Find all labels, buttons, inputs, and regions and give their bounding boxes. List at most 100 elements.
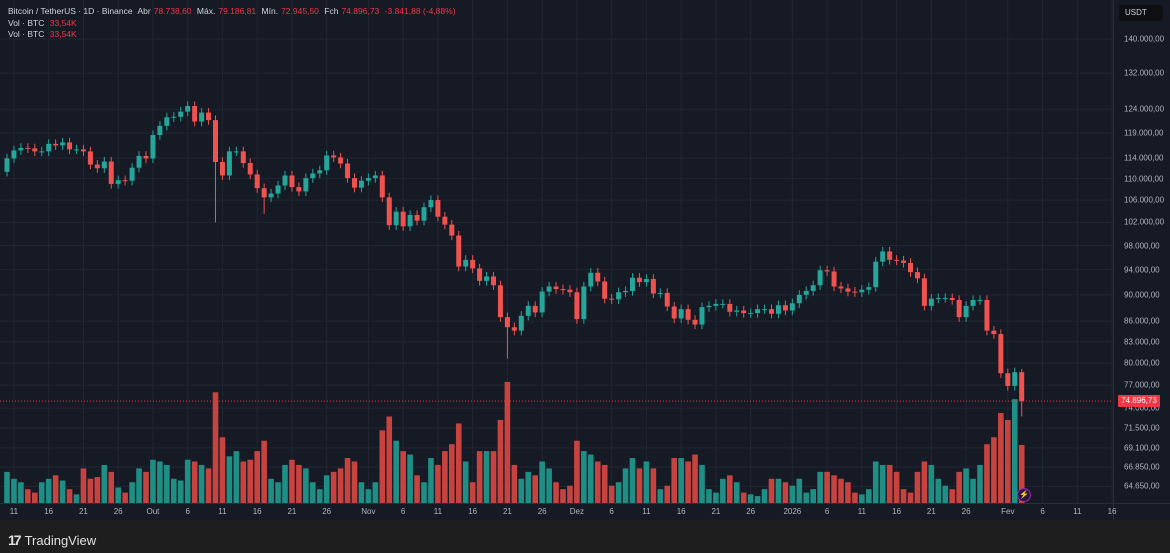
low-value: 72.945,50 <box>281 6 319 16</box>
price-tick-label: 80.000,00 <box>1124 358 1160 368</box>
chart-legend: Bitcoin / TetherUS · 1D · Binance Abr 78.… <box>8 6 459 41</box>
candle-body <box>630 277 635 291</box>
candle-body <box>824 270 830 272</box>
volume-bar <box>733 482 740 503</box>
candle-body <box>206 112 212 121</box>
volume-bar <box>921 461 928 503</box>
lightning-icon[interactable]: ⚡ <box>1017 488 1031 502</box>
candle-body <box>289 175 295 188</box>
volume-bar <box>810 489 816 503</box>
candle-body <box>713 303 719 306</box>
current-price-tag: 74.896,73 <box>1118 395 1160 408</box>
volume-bar <box>435 464 441 503</box>
candle-body <box>567 289 573 293</box>
candle-body <box>108 161 114 184</box>
candle-body <box>226 151 232 176</box>
candle-body <box>803 290 809 295</box>
ohlc-row: Bitcoin / TetherUS · 1D · Binance Abr 78.… <box>8 6 459 18</box>
date-tick-label: 11 <box>1073 507 1082 516</box>
volume-bar <box>226 456 233 503</box>
volume-bar <box>365 489 372 503</box>
symbol-title[interactable]: Bitcoin / TetherUS · 1D · Binance <box>8 6 133 16</box>
volume-bar <box>80 468 87 503</box>
volume-bar <box>831 475 837 503</box>
candle-body <box>338 157 344 164</box>
date-tick-label: 26 <box>746 507 756 516</box>
candle-body <box>157 125 163 136</box>
volume-bar <box>991 437 997 503</box>
candle-body <box>908 262 913 273</box>
tradingview-logo-icon: 17 <box>8 532 22 548</box>
date-tick-label: 11 <box>433 507 443 516</box>
close-label: Fch <box>324 6 339 16</box>
volume-bar <box>574 440 580 503</box>
candle-body <box>588 272 594 287</box>
candle-body <box>345 163 351 179</box>
volume-bar <box>483 451 490 503</box>
volume-row[interactable]: Vol · BTC 33,54K <box>8 18 459 30</box>
volume-bar <box>157 461 163 503</box>
candle-body <box>525 305 531 316</box>
candle-body <box>199 112 205 122</box>
date-tick-label: Out <box>146 507 160 516</box>
volume-bar <box>817 471 823 503</box>
volume-bar <box>449 444 455 503</box>
candle-body <box>609 298 615 300</box>
candle-body <box>560 289 566 291</box>
candle-body <box>671 306 677 319</box>
candle-body <box>595 272 601 282</box>
candle-body <box>991 330 997 335</box>
volume-bar <box>977 464 983 503</box>
high-label: Máx. <box>196 6 216 16</box>
candle-body <box>192 106 198 122</box>
price-tick-label: 66.850,00 <box>1124 462 1160 472</box>
candle-body <box>664 292 670 307</box>
candle-body <box>101 161 107 169</box>
candle-body <box>755 309 761 314</box>
volume-bar <box>476 451 483 503</box>
candle-body <box>282 175 288 186</box>
tradingview-branding[interactable]: 17 TradingView <box>8 532 96 548</box>
candle-body <box>477 268 483 281</box>
volume-bar <box>11 478 17 503</box>
date-tick-label: 26 <box>113 507 123 516</box>
volume-row[interactable]: Vol · BTC 33,54K <box>8 29 459 41</box>
volume-bar <box>469 482 476 503</box>
candle-body <box>164 117 170 126</box>
volume-bar <box>567 485 573 503</box>
candle-body <box>678 309 684 319</box>
candle-body <box>956 299 962 318</box>
candlestick-chart[interactable] <box>0 0 1170 520</box>
volume-bar <box>775 478 782 503</box>
chart-area[interactable]: Bitcoin / TetherUS · 1D · Binance Abr 78.… <box>0 0 1170 520</box>
volume-bar <box>949 489 955 503</box>
candle-body <box>372 175 378 179</box>
candle-body <box>60 142 66 146</box>
candle-body <box>734 310 740 312</box>
volume-bar <box>907 492 914 503</box>
volume-bar <box>956 471 962 503</box>
volume-value: 33,54K <box>49 29 77 39</box>
volume-bar <box>671 458 677 503</box>
volume-bar <box>963 468 969 503</box>
date-tick-label: Nov <box>361 507 376 516</box>
volume-bar <box>414 475 420 503</box>
volume-bar <box>143 471 149 503</box>
volume-bar <box>594 461 601 503</box>
date-tick-label: 11 <box>9 507 19 516</box>
candle-body <box>511 327 517 331</box>
price-tick-label: 64.650,00 <box>1124 481 1160 491</box>
candle-body <box>796 294 802 304</box>
volume-bar <box>4 471 10 503</box>
currency-button[interactable]: USDT <box>1119 5 1163 21</box>
price-tick-label: 114.000,00 <box>1124 153 1164 163</box>
volume-bar <box>240 461 247 503</box>
candle-body <box>518 315 524 331</box>
candle-body <box>623 290 629 293</box>
volume-bar <box>289 459 295 503</box>
candle-body <box>247 163 253 175</box>
candle-body <box>400 211 406 227</box>
volume-bar <box>650 468 657 503</box>
open-label: Abr <box>137 6 151 16</box>
candle-body <box>463 259 469 267</box>
